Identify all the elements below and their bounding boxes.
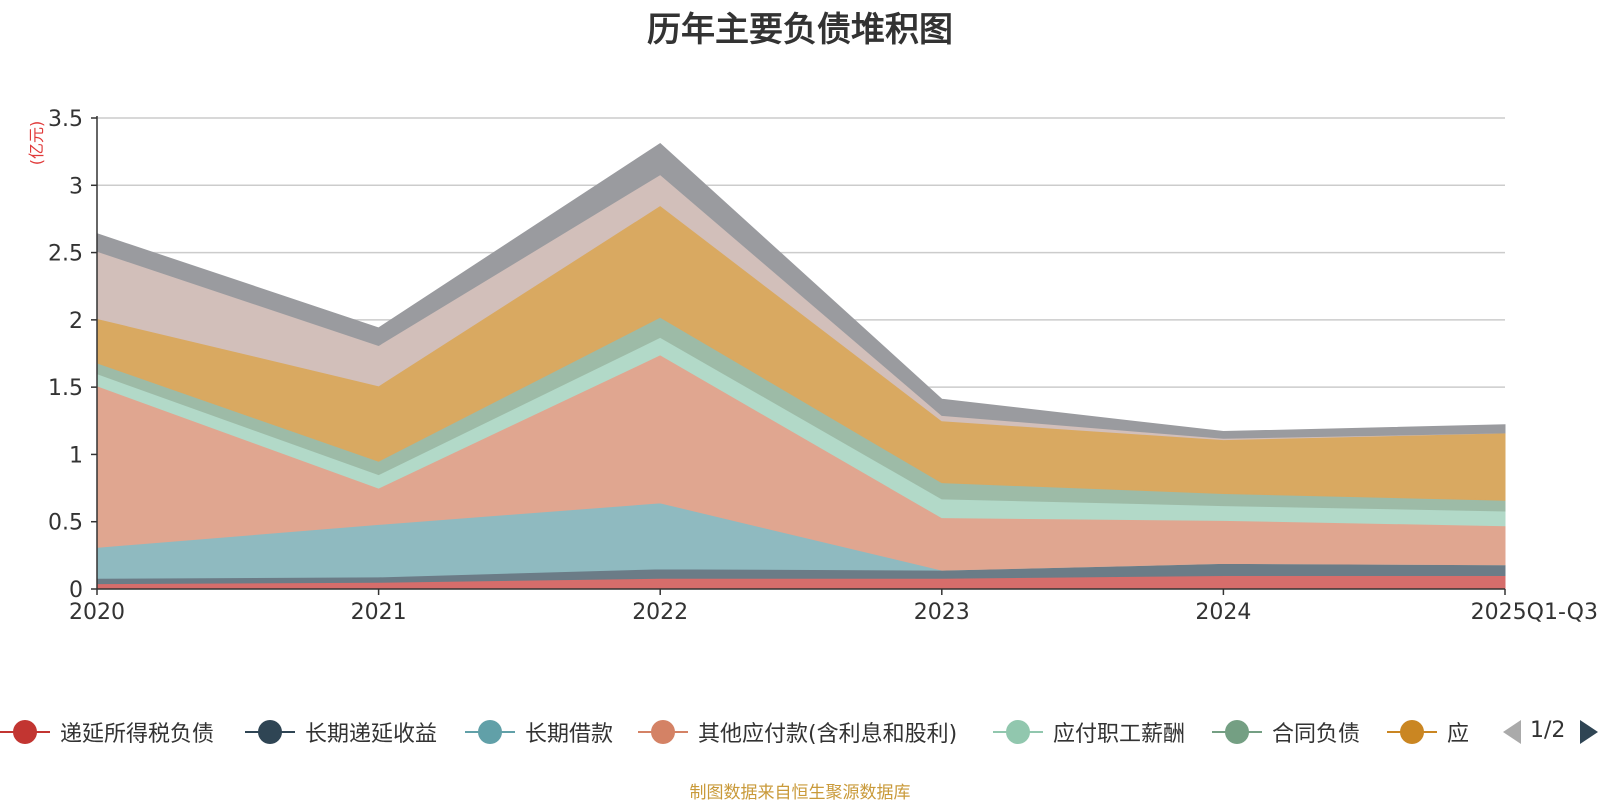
legend-label: 合同负债 xyxy=(1272,722,1361,747)
axes: 0 0.5 1 1.5 2 2.5 3 3.5 2020 2021 2022 2023 2024 2025… xyxy=(48,107,1598,625)
y-tick-label: 0 xyxy=(69,578,83,603)
y-tick-label: 0.5 xyxy=(48,511,83,536)
legend-next-page-icon[interactable] xyxy=(1580,720,1598,744)
legend-marker-icon xyxy=(1212,718,1262,746)
x-tick-label: 2024 xyxy=(1195,600,1251,625)
stacked-area-chart: 0 0.5 1 1.5 2 2.5 3 3.5 2020 2021 2022 2023 2024 2025… xyxy=(27,107,1598,625)
legend-marker-icon xyxy=(993,718,1043,746)
chart-title: 历年主要负债堆积图 xyxy=(647,10,953,50)
legend-prev-page-icon[interactable] xyxy=(1503,720,1521,744)
legend-item[interactable]: 长期递延收益 xyxy=(245,712,437,752)
area-series xyxy=(96,142,1506,590)
legend-marker-icon xyxy=(638,718,688,746)
legend-label: 应付职工薪酬 xyxy=(1053,722,1186,747)
y-tick-label: 2.5 xyxy=(48,242,83,267)
legend-item[interactable]: 应 xyxy=(1387,712,1469,752)
legend-item[interactable]: 其他应付款(含利息和股利) xyxy=(638,712,957,752)
legend: 递延所得税负债 长期递延收益 长期借款 其他应付款(含利息和股利) 应付职工薪酬 合同负债… xyxy=(0,712,1600,752)
legend-marker-icon xyxy=(465,718,515,746)
legend-item[interactable]: 合同负债 xyxy=(1212,712,1360,752)
y-tick-label: 3.5 xyxy=(48,107,83,132)
legend-marker-icon xyxy=(1387,718,1437,746)
y-tick-label: 3 xyxy=(69,174,83,199)
legend-label: 其他应付款(含利息和股利) xyxy=(698,722,958,747)
legend-marker-icon xyxy=(245,718,295,746)
y-tick-label: 1.5 xyxy=(48,376,83,401)
x-tick-label: 2023 xyxy=(914,600,970,625)
x-tick-label: 2025Q1-Q3 xyxy=(1471,600,1598,625)
legend-item[interactable]: 应付职工薪酬 xyxy=(993,712,1185,752)
legend-item[interactable]: 长期借款 xyxy=(465,712,613,752)
legend-marker-icon xyxy=(0,718,50,746)
x-tick-label: 2020 xyxy=(69,600,125,625)
legend-pager xyxy=(1470,712,1600,752)
legend-label: 长期借款 xyxy=(525,722,614,747)
x-tick-label: 2022 xyxy=(632,600,688,625)
y-tick-label: 1 xyxy=(69,443,83,468)
legend-item[interactable]: 递延所得税负债 xyxy=(0,712,214,752)
x-tick-label: 2021 xyxy=(351,600,407,625)
source-note: 制图数据来自恒生聚源数据库 xyxy=(689,783,911,803)
legend-label: 应 xyxy=(1447,722,1470,747)
legend-label: 长期递延收益 xyxy=(305,722,438,747)
unit-label: (亿元) xyxy=(27,121,46,166)
area-series-9[interactable] xyxy=(96,142,1506,439)
legend-page-indicator: 1/2 xyxy=(1530,718,1566,743)
y-tick-label: 2 xyxy=(69,309,83,334)
legend-label: 递延所得税负债 xyxy=(60,722,215,747)
